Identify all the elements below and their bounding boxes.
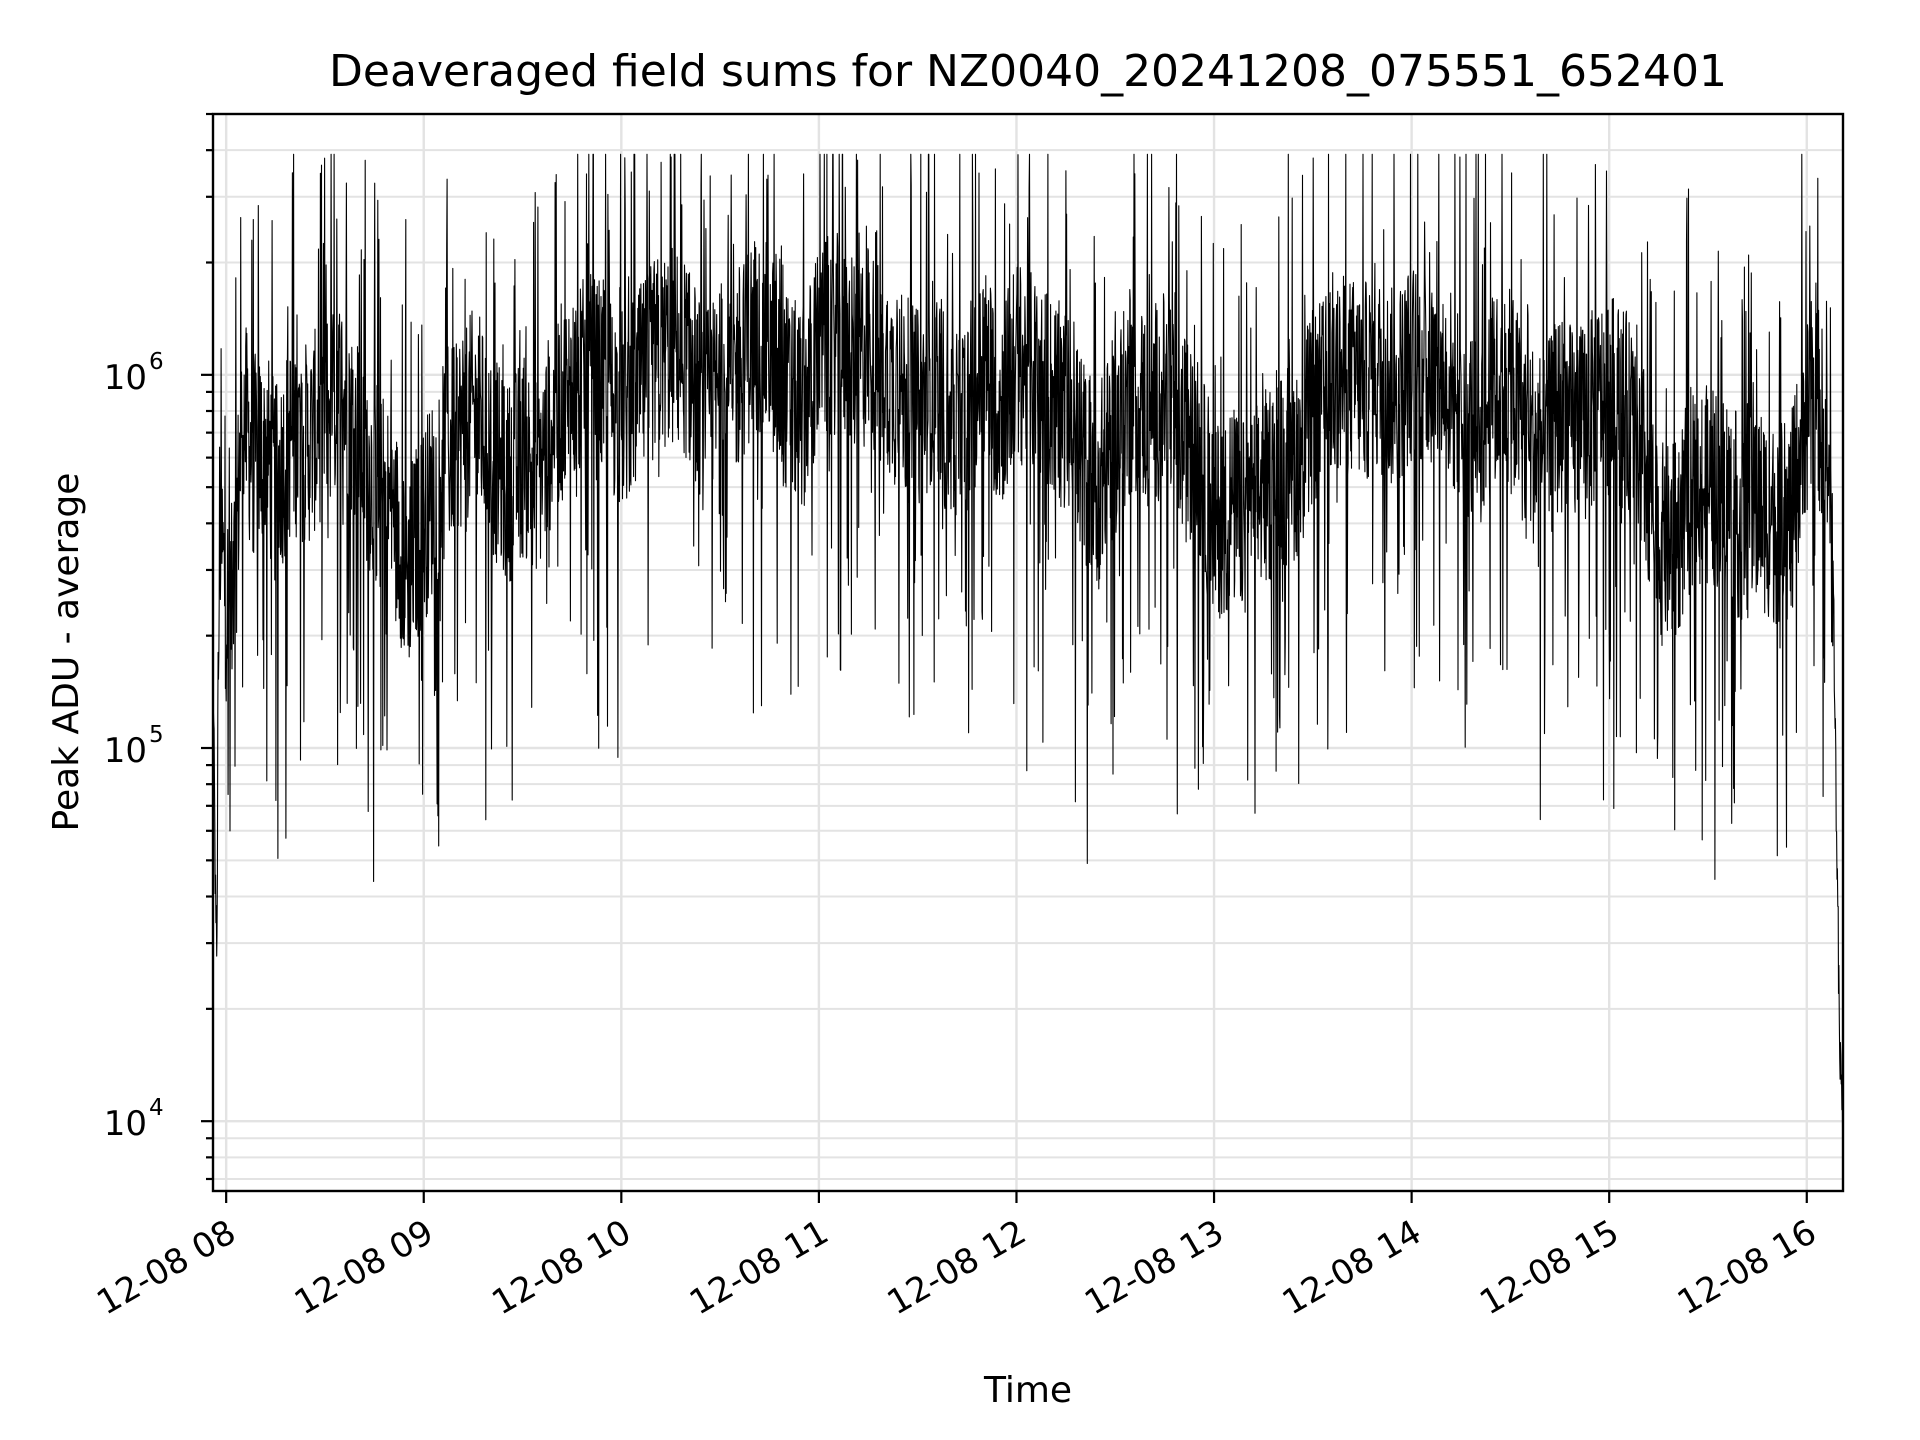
y-tick-base: 10	[104, 1104, 147, 1144]
y-axis-label: Peak ADU - average	[46, 473, 87, 832]
x-axis-label: Time	[983, 1370, 1072, 1411]
y-tick-exponent: 6	[149, 349, 164, 375]
plot-frame	[211, 112, 1845, 1193]
series-line	[212, 153, 1844, 1142]
plot-area	[212, 153, 1844, 1142]
y-tick-exponent: 5	[149, 722, 164, 748]
chart-title: Deaveraged field sums for NZ0040_2024120…	[329, 46, 1727, 97]
tick-layer	[201, 112, 1808, 1203]
y-tick-label: 10 6	[104, 349, 164, 398]
y-tick-base: 10	[104, 358, 147, 398]
y-tick-label: 10 4	[104, 1095, 164, 1144]
y-tick-base: 10	[104, 731, 147, 771]
y-tick-exponent: 4	[149, 1095, 164, 1121]
y-tick-label: 10 5	[104, 722, 164, 771]
